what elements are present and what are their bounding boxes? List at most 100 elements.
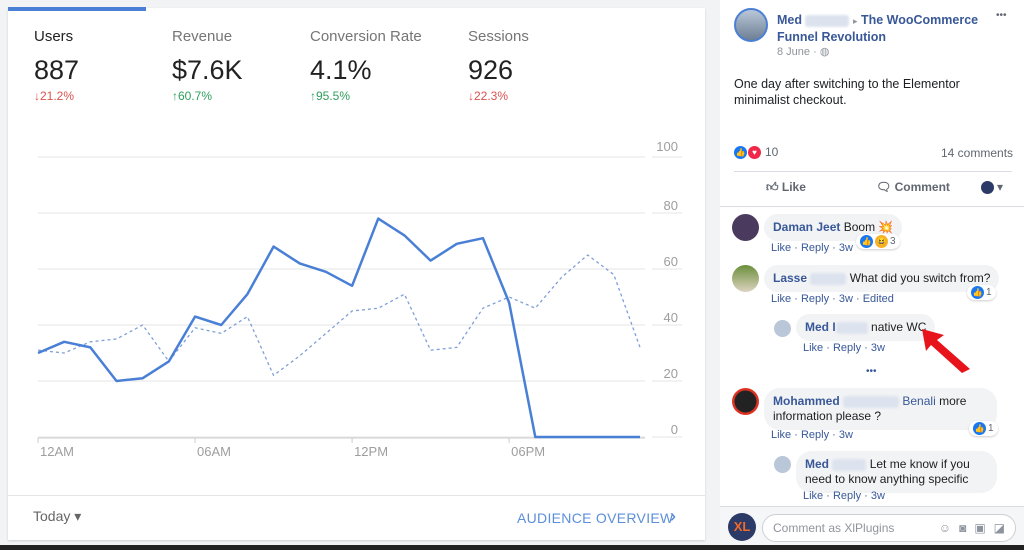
love-reaction-icon: ♥ — [748, 145, 761, 159]
gif-icon[interactable]: ▣ — [974, 521, 986, 535]
redacted-name — [832, 458, 867, 471]
audience-overview-link[interactable]: AUDIENCE OVERVIEW — [517, 510, 674, 526]
y-tick-label: 20 — [664, 366, 678, 381]
more-replies-link[interactable]: ••• — [866, 366, 877, 377]
divider — [734, 171, 1012, 172]
comment-actions[interactable]: Like · Reply · 3w · Edited — [771, 293, 894, 305]
metric-value: $7.6K — [172, 55, 243, 85]
redacted-name — [810, 272, 847, 285]
post-date[interactable]: 8 June · ◍ — [777, 45, 829, 58]
author-name[interactable]: Med — [777, 13, 802, 27]
post-as-selector[interactable]: ▾ — [981, 180, 1003, 194]
comment-actions[interactable]: Like · Reply · 3w — [803, 490, 885, 502]
dashed-series-line — [37, 254, 641, 377]
y-tick-label: 40 — [664, 310, 678, 325]
comment-text: native WC — [871, 320, 927, 334]
reactions-summary[interactable]: 👍 ♥ 10 — [734, 145, 778, 159]
post-header: Med ▸ The WooCommerce Funnel Revolution — [777, 12, 987, 45]
page-avatar — [981, 180, 994, 194]
reaction-count: 10 — [765, 145, 779, 159]
y-tick-label: 100 — [656, 139, 678, 154]
metric-revenue[interactable]: Revenue $7.6K ↑60.7% — [172, 28, 243, 103]
bottom-edge — [0, 545, 1024, 550]
commenter-avatar[interactable] — [774, 456, 791, 473]
metric-label: Revenue — [172, 28, 233, 45]
comment-input[interactable]: Comment as XlPlugins ☺ ◙ ▣ ◪ — [762, 514, 1016, 542]
y-tick-label: 80 — [664, 198, 678, 213]
comment-button[interactable]: 🗨︎ Comment — [876, 180, 950, 194]
comment-actions[interactable]: Like · Reply · 3w — [771, 429, 853, 441]
emoji-icon[interactable]: ☺ — [938, 521, 952, 535]
thumbs-up-icon: 👍︎ — [766, 180, 779, 194]
chevron-right-icon[interactable]: › — [670, 506, 676, 526]
arrow-icon: ▸ — [852, 16, 858, 26]
post-date-text: 8 June · — [777, 46, 817, 58]
x-tick-label: 12PM — [354, 444, 388, 459]
commenter-name[interactable]: Benali — [902, 394, 936, 408]
commenter-name[interactable]: Daman Jeet — [773, 220, 841, 234]
commenter-name[interactable]: Mohammed — [773, 394, 840, 408]
caret-down-icon: ▾ — [997, 180, 1004, 194]
active-tab-indicator — [8, 7, 146, 11]
commenter-avatar[interactable] — [774, 320, 791, 337]
divider — [8, 495, 705, 496]
page-avatar-logo: XL — [728, 513, 756, 541]
metric-conversion-rate[interactable]: Conversion Rate 4.1% ↑95.5% — [310, 28, 422, 103]
y-tick-label: 60 — [664, 254, 678, 269]
camera-icon[interactable]: ◙ — [959, 521, 967, 535]
x-tick-label: 12AM — [40, 444, 74, 459]
redacted-name — [805, 14, 850, 27]
metric-users[interactable]: Users 887 ↓21.2% — [34, 28, 79, 103]
comment-reactions[interactable]: 👍 1 — [967, 285, 996, 300]
commenter-avatar[interactable] — [732, 214, 759, 241]
globe-icon: ◍ — [819, 46, 830, 58]
metric-sessions[interactable]: Sessions 926 ↓22.3% — [468, 28, 529, 103]
comment-bubble: Med I native WC — [796, 314, 936, 341]
comments-count[interactable]: 14 comments — [941, 146, 1014, 160]
commenter-name[interactable]: Lasse — [773, 271, 808, 285]
comment-reactions[interactable]: 👍 1 — [969, 421, 998, 436]
comment-text: Let me know if you need to know anything… — [805, 457, 970, 486]
comment-text: What did you switch from? — [849, 271, 991, 285]
comment-label: Comment — [894, 180, 950, 194]
author-avatar[interactable] — [734, 8, 768, 42]
x-tick-label: 06PM — [511, 444, 545, 459]
comment-actions[interactable]: Like · Reply · 3w — [771, 242, 853, 254]
commenter-name[interactable]: Med — [805, 457, 829, 471]
like-reaction-icon: 👍 — [860, 235, 873, 248]
comment-text: Boom 💥 — [843, 220, 894, 234]
commenter-name[interactable]: Med I — [805, 320, 836, 334]
reaction-count: 1 — [988, 423, 994, 434]
like-reaction-icon: 👍 — [971, 286, 984, 299]
solid-series-line — [37, 217, 640, 439]
date-range-label: Today — [33, 508, 71, 524]
comment-reactions[interactable]: 👍 😆 3 — [856, 234, 900, 249]
commenter-avatar[interactable] — [732, 388, 759, 415]
metric-label: Sessions — [468, 28, 529, 45]
sticker-icon[interactable]: ◪ — [993, 521, 1005, 535]
comment-actions[interactable]: Like · Reply · 3w — [803, 342, 885, 354]
like-label: Like — [781, 180, 806, 194]
divider — [720, 206, 1024, 207]
comment-bubble: Mohammed Benali more information please … — [764, 388, 997, 430]
commenter-avatar[interactable] — [732, 265, 759, 292]
group-name[interactable]: The WooCommerce Funnel Revolution — [777, 13, 979, 44]
metric-value: 4.1% — [310, 55, 372, 85]
like-reaction-icon: 👍 — [734, 145, 747, 159]
speech-bubble-icon: 🗨︎ — [876, 180, 892, 194]
x-tick-label: 06AM — [197, 444, 231, 459]
like-button[interactable]: 👍︎ Like — [766, 180, 806, 195]
metric-change: ↓21.2% — [34, 89, 75, 103]
more-options-icon[interactable]: ••• — [996, 10, 1007, 21]
red-arrow-annotation — [922, 329, 970, 373]
metric-value: 887 — [34, 55, 80, 85]
line-chart: 0 20 40 60 80 100 12AM 06AM 12PM 06PM — [37, 139, 682, 459]
comment-text: more information please ? — [773, 394, 967, 423]
post-text: One day after switching to the Elementor… — [734, 77, 960, 107]
y-tick-label: 0 — [671, 422, 678, 437]
caret-down-icon: ▾ — [74, 508, 82, 524]
date-range-dropdown[interactable]: Today ▾ — [33, 508, 81, 525]
metric-label: Conversion Rate — [310, 28, 422, 45]
redacted-name — [843, 395, 900, 408]
comment-bubble: Lasse What did you switch from? — [764, 265, 1000, 292]
